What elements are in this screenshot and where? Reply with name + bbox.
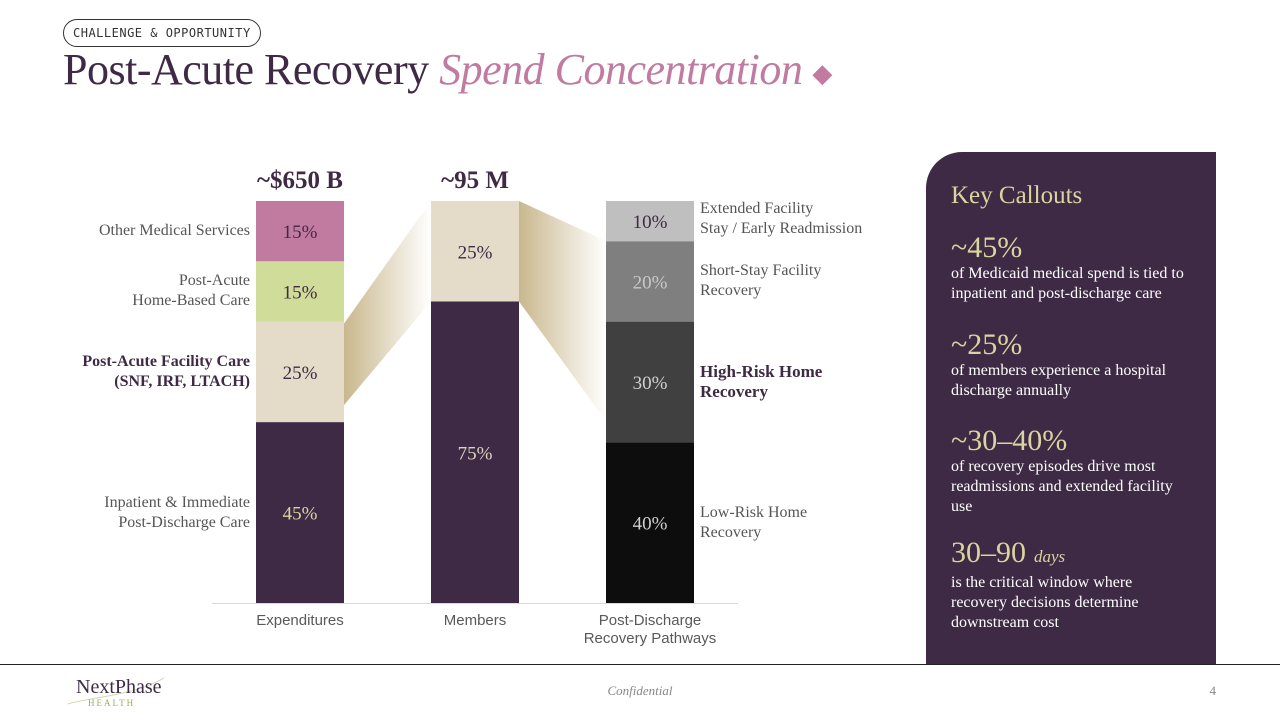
category-line: Post-Discharge	[598, 612, 702, 629]
label-line: Post-Discharge Care	[118, 513, 250, 531]
callout-desc: is the critical window where recovery de…	[951, 574, 1139, 631]
callout-value: ~30–40%	[951, 424, 1068, 457]
label-line: Low-Risk Home	[700, 503, 808, 521]
connector-members-to-pathways	[519, 201, 606, 421]
label-line: Other Medical Services	[98, 222, 250, 240]
callout-value: ~25%	[951, 328, 1023, 361]
bar-total-label: ~95 M	[441, 167, 509, 194]
segment-value-label: 20%	[633, 272, 668, 293]
callout-value: 30–90	[951, 536, 1026, 569]
category-axis-label: Expenditures	[200, 612, 400, 630]
callout-value: ~45%	[951, 231, 1023, 264]
segment-category-label: High-Risk Home Recovery	[700, 362, 890, 402]
segment-category-label: Extended Facility Stay / Early Readmissio…	[700, 199, 890, 239]
segment-category-label: Post-Acute Facility Care (SNF, IRF, LTACH…	[20, 352, 250, 392]
label-line: Stay / Early Readmission	[700, 220, 863, 238]
segment-value-label: 15%	[283, 282, 318, 303]
diamond-icon: ◆	[812, 58, 832, 88]
callout-item: ~30–40% of recovery episodes drive most …	[951, 425, 1181, 517]
bar-segment	[431, 301, 519, 603]
segment-category-label: Low-Risk Home Recovery	[700, 503, 890, 543]
label-line: High-Risk Home	[700, 361, 823, 381]
label-line: Recovery	[700, 282, 762, 300]
bar-segment	[606, 442, 694, 603]
segment-value-label: 40%	[633, 514, 668, 535]
callouts-title: Key Callouts	[951, 182, 1083, 209]
label-line: Recovery	[700, 523, 762, 541]
callout-item: ~45% of Medicaid medical spend is tied t…	[951, 232, 1206, 304]
bar-total-label: ~$650 B	[257, 167, 343, 194]
bar-segment	[256, 201, 344, 262]
bar-segment	[256, 321, 344, 423]
bar-segment	[606, 241, 694, 322]
segment-value-label: 30%	[633, 373, 668, 394]
callout-unit: days	[1034, 547, 1066, 566]
segment-value-label: 15%	[283, 222, 318, 243]
callout-desc: of recovery episodes drive most readmiss…	[951, 458, 1173, 515]
segment-value-label: 75%	[458, 443, 493, 464]
label-line: Home-Based Care	[132, 292, 250, 310]
category-line: Members	[443, 612, 507, 629]
callout-item: ~25% of members experience a hospital di…	[951, 329, 1206, 401]
segment-category-label: Post-Acute Home-Based Care	[20, 271, 250, 311]
segment-value-label: 45%	[283, 504, 318, 525]
segment-value-label: 25%	[458, 242, 493, 263]
segment-category-label: Short-Stay Facility Recovery	[700, 261, 890, 301]
logo-sub: HEALTH	[88, 698, 136, 708]
stacked-bar-chart: 45% 25% 15% 15% 75% 25% 40% 30% 20% 10%	[212, 201, 738, 604]
connector-expenditure-to-members	[344, 201, 431, 406]
label-line: Post-Acute Facility Care	[82, 352, 250, 370]
segment-category-label: Inpatient & Immediate Post-Discharge Care	[20, 493, 250, 533]
key-callouts-panel: Key Callouts ~45% of Medicaid medical sp…	[926, 152, 1216, 664]
section-tag: CHALLENGE & OPPORTUNITY	[63, 19, 261, 47]
category-axis-label: Members	[375, 612, 575, 630]
segment-category-label: Other Medical Services	[20, 221, 250, 241]
logo-name: NextPhase	[76, 676, 162, 698]
label-line: Post-Acute	[178, 272, 250, 290]
label-line: Inpatient & Immediate	[104, 493, 250, 511]
title-accent: Spend Concentration	[439, 45, 803, 94]
company-logo: NextPhase HEALTH	[64, 674, 174, 714]
callout-desc: of members experience a hospital dischar…	[951, 362, 1167, 399]
page-title: Post-Acute Recovery Spend Concentration ◆	[63, 44, 832, 95]
segment-value-label: 25%	[283, 363, 318, 384]
label-line: Short-Stay Facility	[700, 262, 822, 280]
bar-segment	[606, 321, 694, 443]
bar-segment	[606, 201, 694, 242]
label-line: (SNF, IRF, LTACH)	[114, 372, 250, 390]
page-number: 4	[1209, 683, 1217, 698]
bar-segment	[256, 261, 344, 322]
footer-divider	[0, 664, 1280, 665]
category-axis-label: Post-Discharge Recovery Pathways	[550, 612, 750, 648]
category-line: Expenditures	[256, 612, 344, 629]
bar-segment	[431, 201, 519, 302]
callout-item: 30–90 days is the critical window where r…	[951, 537, 1171, 633]
segment-value-label: 10%	[633, 212, 668, 233]
bar-segment	[256, 422, 344, 603]
callout-desc: of Medicaid medical spend is tied to inp…	[951, 265, 1184, 302]
confidential-label: Confidential	[607, 683, 673, 698]
title-main: Post-Acute Recovery	[63, 45, 429, 94]
category-line: Recovery Pathways	[583, 630, 717, 647]
label-line: Extended Facility	[700, 200, 814, 218]
label-line: Recovery	[700, 381, 768, 401]
